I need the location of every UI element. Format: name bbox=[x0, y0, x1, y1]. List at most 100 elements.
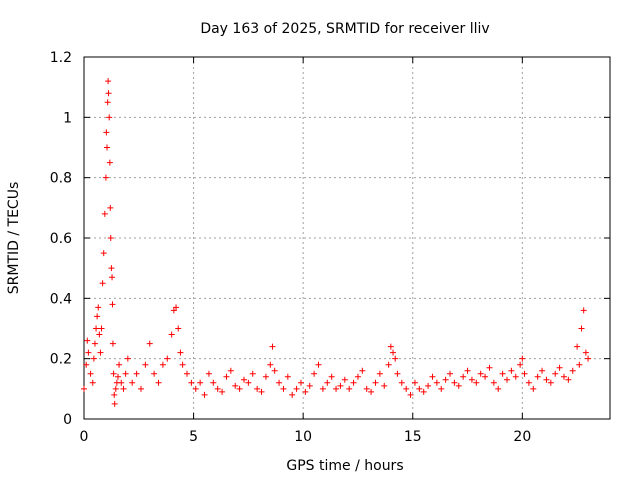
data-point bbox=[473, 379, 480, 386]
data-point bbox=[122, 370, 129, 377]
data-point bbox=[392, 355, 399, 362]
x-tick-label: 10 bbox=[294, 429, 312, 445]
data-point bbox=[398, 379, 405, 386]
data-point bbox=[350, 379, 357, 386]
data-point bbox=[495, 385, 502, 392]
data-point bbox=[258, 388, 265, 395]
data-point bbox=[276, 379, 283, 386]
data-point bbox=[464, 367, 471, 374]
data-point bbox=[490, 379, 497, 386]
data-point bbox=[376, 370, 383, 377]
data-point bbox=[114, 373, 121, 380]
data-point bbox=[269, 343, 276, 350]
data-point bbox=[534, 373, 541, 380]
data-point bbox=[442, 376, 449, 383]
x-tick-label: 5 bbox=[189, 429, 198, 445]
chart-title: Day 163 of 2025, SRMTID for receiver lli… bbox=[200, 21, 489, 37]
x-tick-label: 15 bbox=[404, 429, 422, 445]
data-point bbox=[337, 382, 344, 389]
y-tick-label: 0.2 bbox=[50, 352, 72, 368]
data-point bbox=[429, 373, 436, 380]
data-point bbox=[214, 385, 221, 392]
data-point bbox=[354, 373, 361, 380]
data-point bbox=[284, 373, 291, 380]
data-point bbox=[390, 349, 397, 356]
data-point bbox=[105, 90, 112, 97]
data-point bbox=[582, 349, 589, 356]
data-point bbox=[98, 325, 105, 332]
data-point bbox=[381, 382, 388, 389]
data-point bbox=[197, 379, 204, 386]
data-point bbox=[460, 373, 467, 380]
data-point bbox=[359, 367, 366, 374]
data-point bbox=[104, 99, 111, 106]
x-tick-label: 0 bbox=[80, 429, 89, 445]
data-point bbox=[109, 340, 116, 347]
data-point bbox=[585, 355, 592, 362]
data-point bbox=[447, 370, 454, 377]
data-point bbox=[105, 78, 112, 85]
data-point bbox=[425, 382, 432, 389]
data-point bbox=[267, 361, 274, 368]
data-point bbox=[151, 370, 158, 377]
data-point bbox=[576, 361, 583, 368]
data-point bbox=[539, 367, 546, 374]
data-point bbox=[133, 370, 140, 377]
data-point bbox=[271, 367, 278, 374]
data-point bbox=[155, 379, 162, 386]
data-point bbox=[394, 370, 401, 377]
data-point bbox=[385, 361, 392, 368]
data-point bbox=[521, 370, 528, 377]
data-point bbox=[81, 385, 87, 392]
data-point bbox=[403, 385, 410, 392]
data-point bbox=[95, 304, 102, 311]
data-point bbox=[84, 337, 91, 344]
data-point bbox=[530, 385, 537, 392]
data-point bbox=[175, 325, 182, 332]
data-point bbox=[482, 373, 489, 380]
data-point bbox=[107, 204, 114, 211]
data-point bbox=[411, 379, 418, 386]
data-point bbox=[289, 391, 296, 398]
data-point bbox=[116, 361, 123, 368]
data-point bbox=[201, 391, 208, 398]
data-point bbox=[508, 367, 515, 374]
data-point bbox=[249, 370, 256, 377]
data-point bbox=[499, 370, 506, 377]
data-point bbox=[210, 379, 217, 386]
data-point bbox=[245, 379, 252, 386]
data-point bbox=[346, 385, 353, 392]
data-point bbox=[240, 376, 247, 383]
data-point bbox=[580, 307, 587, 314]
data-point bbox=[280, 385, 287, 392]
data-point bbox=[232, 382, 239, 389]
data-point bbox=[368, 388, 375, 395]
data-point bbox=[111, 400, 118, 407]
y-tick-label: 1.2 bbox=[50, 50, 72, 66]
data-point bbox=[103, 129, 110, 136]
data-point bbox=[124, 355, 131, 362]
y-tick-label: 0.6 bbox=[50, 231, 72, 247]
x-axis-label: GPS time / hours bbox=[286, 458, 403, 474]
data-point bbox=[578, 325, 585, 332]
data-point bbox=[142, 361, 149, 368]
data-point bbox=[106, 114, 113, 121]
data-point bbox=[219, 388, 226, 395]
data-point bbox=[420, 388, 427, 395]
data-point bbox=[311, 370, 318, 377]
data-point bbox=[112, 385, 119, 392]
data-point bbox=[315, 361, 322, 368]
data-point bbox=[137, 385, 144, 392]
data-point bbox=[525, 379, 532, 386]
data-point bbox=[517, 361, 524, 368]
data-point bbox=[416, 385, 423, 392]
data-point bbox=[477, 370, 484, 377]
data-point bbox=[223, 373, 230, 380]
data-point bbox=[451, 379, 458, 386]
data-points bbox=[81, 78, 592, 407]
data-point bbox=[104, 144, 111, 151]
data-point bbox=[179, 361, 186, 368]
data-point bbox=[363, 385, 370, 392]
data-point bbox=[93, 325, 100, 332]
data-point bbox=[565, 376, 572, 383]
